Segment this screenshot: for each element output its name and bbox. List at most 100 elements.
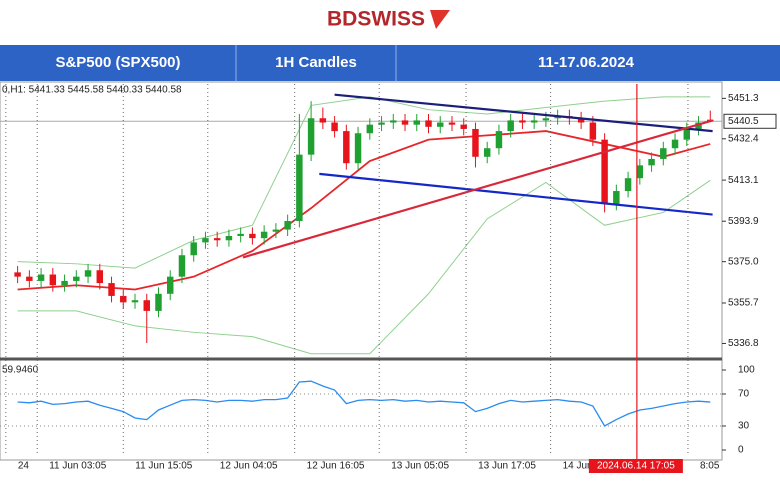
y-tick-label: 5451.3 (728, 93, 759, 104)
x-tick-label: 12 Jun 04:05 (220, 461, 278, 472)
candle-body (354, 133, 362, 164)
header-cell: 11-17.06.2024 (538, 54, 635, 71)
candle-body (366, 124, 374, 134)
cursor-label: 2024.06.14 17:05 (597, 461, 675, 472)
current-price-box (723, 113, 777, 129)
brand: BDSWISS (327, 8, 425, 31)
overlay-line (17, 96, 711, 269)
candle-body (530, 120, 538, 123)
indicator-readout: 59.9460 (2, 365, 39, 376)
candle-body (660, 148, 667, 159)
candle-body (178, 255, 186, 277)
indicator-line (17, 380, 711, 427)
candle-body (577, 118, 585, 123)
candle-body (272, 229, 280, 232)
cursor-label-bg (588, 459, 683, 473)
y-tick-label: 5413.1 (728, 175, 759, 186)
frame (0, 81, 723, 461)
current-price-label: 5440.5 (728, 116, 759, 127)
candle-body (695, 122, 702, 129)
candle-body (61, 280, 68, 286)
candle-body (37, 274, 45, 281)
candle-body (96, 270, 104, 284)
indicator-pane (0, 380, 722, 427)
candle-body (483, 148, 491, 157)
y-tick-label: 100 (738, 365, 755, 376)
candle-body (143, 300, 150, 311)
candle-body (213, 238, 221, 241)
trendline (334, 93, 713, 133)
candle-body (319, 118, 327, 123)
candle-body (120, 295, 127, 303)
candle-body (73, 276, 80, 281)
x-tick-label: 24 (18, 461, 30, 472)
ohlc-readout: 0,H1: 5441.33 5445.58 5440.33 5440.58 (2, 85, 182, 96)
candle-body (472, 128, 479, 157)
candle-body (343, 131, 350, 164)
y-tick-label: 70 (738, 389, 750, 400)
candle-body (49, 274, 57, 286)
candle-body (378, 122, 385, 125)
y-tick-label: 5375.0 (728, 256, 759, 267)
candle-body (519, 120, 526, 123)
candle-body (155, 293, 162, 311)
candle-body (460, 124, 467, 129)
y-tick-label: 0 (738, 445, 744, 456)
price-pane (0, 93, 722, 355)
candle-body (437, 122, 444, 127)
logo-arrow (430, 10, 450, 29)
y-tick-label: 5336.8 (728, 338, 759, 349)
candle-body (683, 128, 691, 140)
candle-body (202, 238, 209, 243)
candle-body (542, 118, 550, 121)
candle-body (14, 272, 21, 277)
candle-body (589, 122, 597, 140)
x-tick-label: 13 Jun 17:05 (478, 461, 536, 472)
trendline (319, 172, 713, 216)
candle-body (249, 233, 256, 239)
candle-body (190, 242, 197, 256)
x-tick-label: 13 Jun 05:05 (391, 461, 449, 472)
overlay-line (17, 179, 711, 355)
x-tick-label: 11 Jun 15:05 (135, 461, 193, 472)
candle-body (390, 120, 397, 123)
x-tick-label: 14 Jun (563, 461, 593, 472)
logo: BDSWISS (327, 8, 450, 31)
candle-body (648, 158, 655, 166)
candle-body (613, 191, 620, 204)
candle-body (401, 120, 409, 125)
candle-body (331, 122, 338, 132)
candle-body (413, 120, 420, 125)
candle-body (84, 270, 92, 277)
x-tick-label: 8:05 (700, 461, 720, 472)
candle-body (495, 131, 503, 149)
y-tick-label: 30 (738, 421, 750, 432)
x-tick-label: 12 Jun 16:05 (307, 461, 365, 472)
candle-body (307, 118, 315, 155)
candle-body (507, 120, 514, 132)
candle-body (624, 178, 632, 192)
candle-body (260, 231, 268, 239)
candle-body (671, 139, 679, 149)
candle-body (284, 221, 291, 230)
candle-body (225, 235, 233, 241)
candle-body (636, 165, 644, 179)
candle-body (237, 233, 244, 236)
header-bar (0, 45, 780, 81)
y-tick-label: 5393.9 (728, 216, 759, 227)
candle-body (601, 139, 608, 204)
candle-body (448, 122, 456, 125)
y-tick-label: 5355.7 (728, 298, 759, 309)
candle-body (26, 276, 33, 281)
candle-body (131, 300, 139, 303)
trendline (242, 119, 713, 259)
y-tick-label: 5432.4 (728, 133, 759, 144)
candle-body (166, 276, 174, 294)
header-cell: S&P500 (SPX500) (55, 54, 180, 71)
candle-body (425, 120, 432, 127)
candle-body (108, 283, 115, 296)
x-tick-label: 11 Jun 03:05 (49, 461, 107, 472)
header-cell: 1H Candles (275, 54, 357, 71)
